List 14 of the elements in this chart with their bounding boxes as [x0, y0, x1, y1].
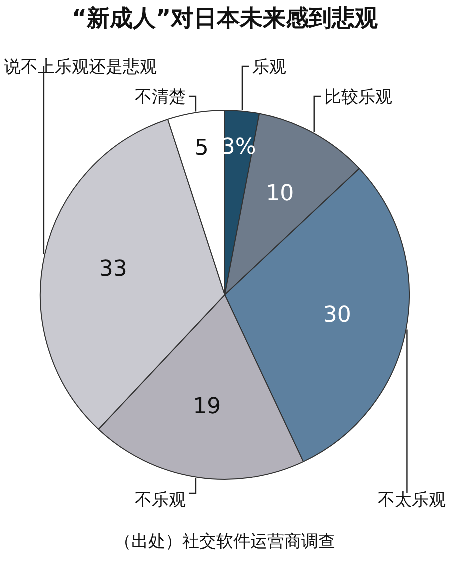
data-label: 33	[99, 256, 128, 282]
data-label: 30	[323, 303, 352, 328]
text: （出处）社交软件运营商调查	[114, 531, 336, 553]
slice-label: 比较乐观	[324, 88, 392, 108]
data-label: 19	[193, 394, 222, 420]
slice-label: 不太乐观	[378, 490, 446, 510]
slice-label: 乐观	[252, 58, 286, 78]
data-label: 3%	[221, 134, 256, 160]
slice-label: 不乐观	[134, 490, 186, 510]
slice-label: 不清楚	[134, 88, 186, 108]
data-label: 10	[266, 181, 294, 206]
slice-label: 说不上乐观还是悲观	[4, 58, 157, 78]
data-label: 5	[194, 136, 209, 161]
chart-title: “新成人”对日本未来感到悲观	[70, 5, 380, 34]
